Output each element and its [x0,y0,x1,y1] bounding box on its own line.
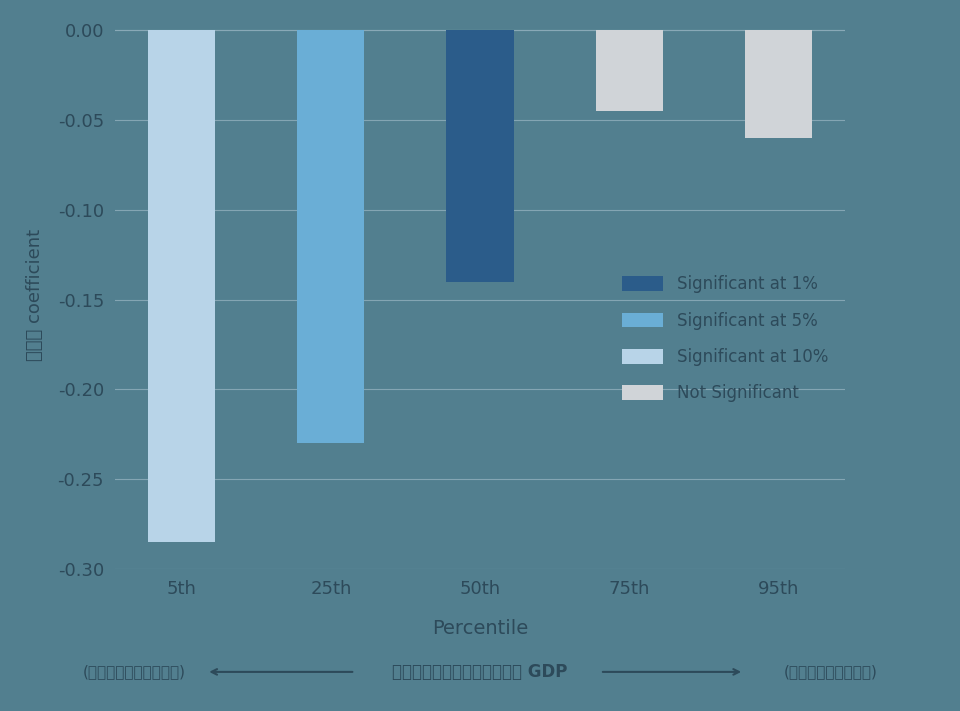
Bar [149,31,215,542]
Text: (น้อยที่สุด): (น้อยที่สุด) [83,664,186,680]
Bar [595,31,662,111]
Bar [298,31,365,443]
Text: (มากที่สุด): (มากที่สุด) [783,664,877,680]
X-axis label: Percentile: Percentile [432,619,528,638]
Legend: Significant at 1%, Significant at 5%, Significant at 10%, Not Significant: Significant at 1%, Significant at 5%, Si… [613,267,836,411]
Bar [745,31,811,138]
Bar [446,31,514,282]
Text: การขยายตัวของ GDP: การขยายตัวของ GDP [393,663,567,681]
Y-axis label: ค่า coefficient: ค่า coefficient [26,229,44,361]
